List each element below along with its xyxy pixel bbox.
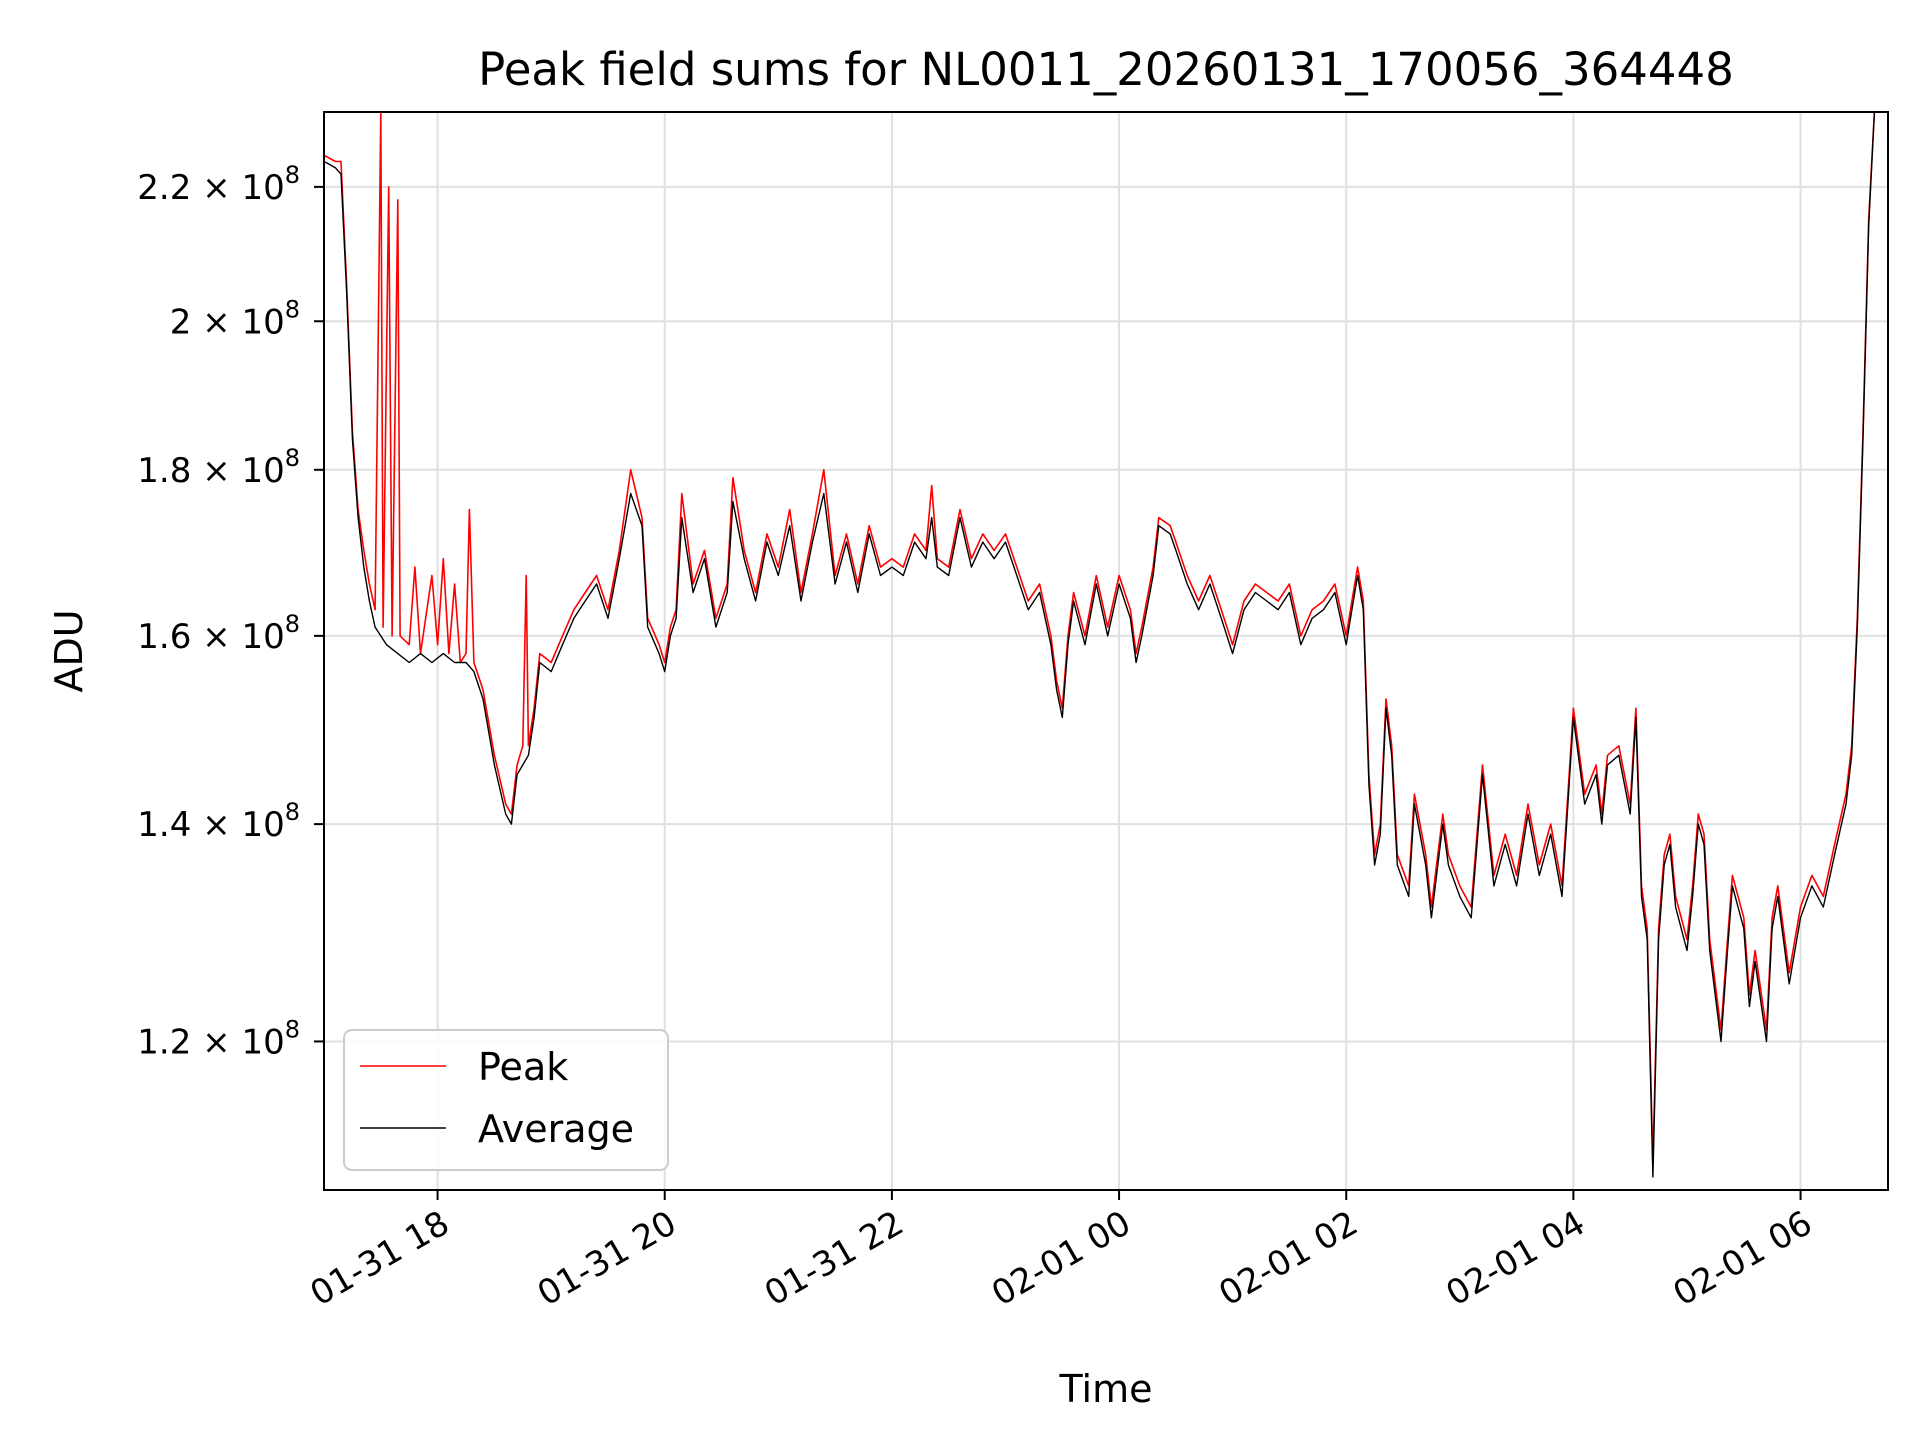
series-line-peak xyxy=(324,112,1876,1165)
grid xyxy=(324,112,1888,1190)
chart-title: Peak field sums for NL0011_20260131_1700… xyxy=(478,43,1734,96)
y-tick-exponent: 8 xyxy=(285,444,300,472)
series-line-average xyxy=(324,112,1876,1178)
y-tick-label: 1.4 × 108 xyxy=(137,798,300,845)
y-tick-mantissa: 1.2 xyxy=(137,1022,191,1062)
y-tick-base: 10 xyxy=(241,451,284,491)
y-tick-mantissa: 2.2 xyxy=(137,168,191,208)
y-tick-mantissa: 1.4 xyxy=(137,805,191,845)
legend-label-peak: Peak xyxy=(478,1045,568,1089)
y-tick-mantissa: 1.8 xyxy=(137,451,191,491)
x-axis-label: Time xyxy=(1059,1367,1153,1411)
y-tick-label: 2.2 × 108 xyxy=(137,161,300,208)
y-tick-label: 1.8 × 108 xyxy=(137,444,300,491)
y-tick-base: 10 xyxy=(241,302,284,342)
y-tick-exponent: 8 xyxy=(285,295,300,323)
y-tick-times: × xyxy=(191,302,241,342)
y-tick-exponent: 8 xyxy=(285,1015,300,1043)
legend-box xyxy=(343,1029,669,1171)
y-tick-times: × xyxy=(191,805,241,845)
series-layer xyxy=(324,112,1876,1178)
y-tick-exponent: 8 xyxy=(285,798,300,826)
y-tick-label: 2 × 108 xyxy=(170,295,300,342)
y-tick-times: × xyxy=(191,617,241,657)
y-tick-mantissa: 2 xyxy=(170,302,192,342)
y-tick-label: 1.2 × 108 xyxy=(137,1015,300,1062)
y-tick-base: 10 xyxy=(241,805,284,845)
y-axis-label: ADU xyxy=(47,609,91,692)
y-tick-exponent: 8 xyxy=(285,610,300,638)
y-tick-times: × xyxy=(191,168,241,208)
legend: Peak Average xyxy=(343,1029,669,1171)
plot-frame xyxy=(323,111,1889,1191)
y-tick-label: 1.6 × 108 xyxy=(137,610,300,657)
y-tick-base: 10 xyxy=(241,1022,284,1062)
legend-label-average: Average xyxy=(478,1107,634,1151)
y-tick-base: 10 xyxy=(241,168,284,208)
y-tick-times: × xyxy=(191,451,241,491)
y-tick-base: 10 xyxy=(241,617,284,657)
y-tick-mantissa: 1.6 xyxy=(137,617,191,657)
y-tick-exponent: 8 xyxy=(285,161,300,189)
y-tick-times: × xyxy=(191,1022,241,1062)
